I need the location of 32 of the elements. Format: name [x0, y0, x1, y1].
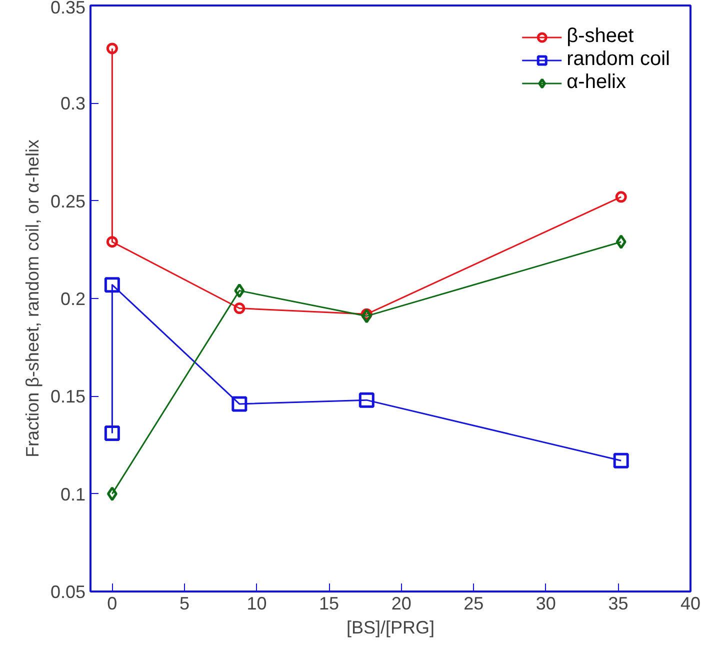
- x-tick-label: 30: [536, 594, 556, 614]
- legend-label: β-sheet: [566, 25, 634, 48]
- point: [361, 308, 372, 324]
- y-tick-label: 0.05: [50, 582, 86, 602]
- x-tick-label: 25: [464, 594, 484, 614]
- legend-label: α-helix: [566, 71, 626, 94]
- point: [104, 426, 120, 442]
- point: [234, 302, 246, 314]
- y-tick-label: 0.35: [50, 0, 86, 18]
- x-axis-title: [BS]/[PRG]: [346, 618, 435, 638]
- y-tick-label: 0.15: [50, 386, 86, 407]
- x-tick-label: 10: [246, 594, 267, 614]
- legend-label: random coil: [566, 48, 670, 71]
- x-tick-label: 0: [107, 594, 118, 614]
- point: [358, 392, 374, 408]
- y-tick-label: 0.25: [50, 191, 86, 212]
- point: [106, 236, 118, 248]
- point: [616, 234, 626, 250]
- point: [232, 396, 248, 412]
- point: [106, 486, 118, 502]
- x-tick-label: 20: [391, 594, 412, 614]
- y-tick-label: 0.1: [60, 484, 86, 504]
- y-tick-label: 0.3: [60, 94, 86, 114]
- point: [104, 277, 120, 293]
- x-tick-label: 40: [680, 594, 701, 614]
- point: [613, 452, 629, 468]
- x-tick-label: 35: [608, 594, 628, 614]
- x-tick-label: 5: [179, 594, 190, 614]
- y-tick-label: 0.2: [60, 289, 86, 309]
- x-tick-label: 15: [319, 594, 340, 614]
- point: [234, 283, 245, 298]
- y-axis-title: Fraction β-sheet, random coil, or α-helix: [22, 140, 42, 458]
